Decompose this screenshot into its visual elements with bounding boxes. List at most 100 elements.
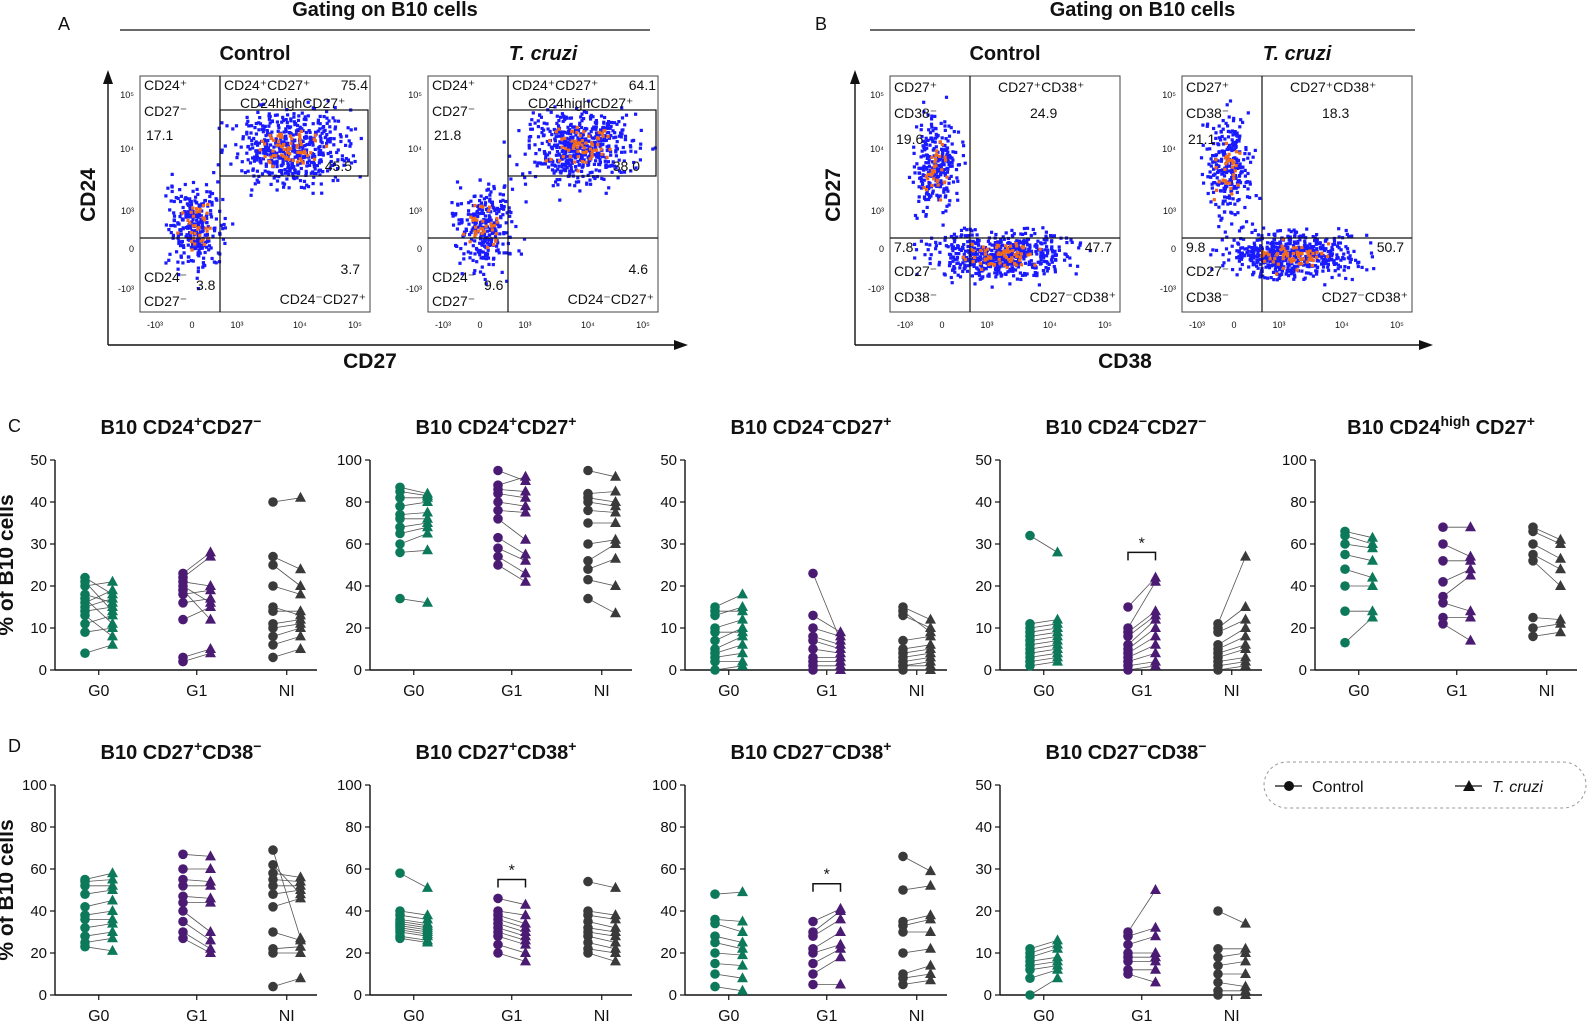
event-dot-dense	[1228, 181, 1232, 185]
event-dot	[949, 160, 953, 164]
pair-line	[1442, 623, 1471, 641]
y-tick-label: 0	[984, 662, 992, 679]
event-dot-dense	[1008, 244, 1013, 248]
event-dot	[1228, 99, 1233, 103]
y-tick-label: 100	[22, 777, 47, 794]
event-dot-dense	[1238, 151, 1242, 155]
event-dot	[925, 205, 929, 209]
event-dot-dense	[1325, 254, 1330, 258]
event-dot	[952, 130, 956, 134]
event-dot	[638, 146, 642, 150]
event-dot	[1003, 260, 1007, 264]
event-dot	[1292, 269, 1296, 273]
title-sup: +	[509, 413, 517, 429]
event-dot	[543, 151, 547, 155]
event-dot	[994, 261, 998, 265]
event-dot	[593, 141, 597, 146]
event-dot	[922, 168, 926, 172]
event-dot-dense	[1217, 180, 1221, 184]
gate-value: 4.6	[629, 261, 649, 277]
event-dot	[609, 125, 613, 129]
event-dot	[1274, 245, 1278, 249]
gate-value: 21.8	[434, 127, 461, 143]
x-tick-label: 10³	[1272, 320, 1285, 330]
event-dot-dense	[1002, 249, 1006, 253]
x-tick-label: G1	[1446, 683, 1467, 700]
event-dot	[1313, 239, 1317, 243]
event-dot	[939, 121, 943, 125]
event-dot	[335, 150, 339, 155]
event-dot	[1278, 258, 1282, 262]
control-point	[178, 874, 188, 885]
tcruzi-point	[1150, 963, 1161, 974]
event-dot-dense	[205, 211, 209, 215]
x-tick-label: NI	[594, 1008, 610, 1023]
tcruzi-point	[1052, 546, 1063, 557]
event-dot	[256, 143, 260, 147]
event-dot	[1223, 189, 1227, 193]
tcruzi-point	[205, 863, 216, 873]
event-dot	[1284, 272, 1288, 276]
x-tick-label: G0	[718, 683, 739, 700]
event-dot	[1314, 242, 1318, 246]
control-point	[493, 505, 503, 516]
event-dot-dense	[557, 127, 561, 131]
event-dot	[589, 113, 593, 117]
pair-line	[902, 856, 931, 872]
event-dot	[1243, 247, 1247, 251]
event-dot-dense	[560, 145, 564, 149]
event-dot-dense	[981, 245, 986, 249]
pair-line	[812, 908, 841, 922]
event-dot	[1239, 166, 1243, 170]
event-dot	[915, 272, 919, 277]
event-dot	[957, 252, 961, 256]
event-dot	[284, 129, 288, 134]
event-dot	[568, 172, 572, 176]
event-dot	[1235, 249, 1239, 253]
event-dot	[1247, 265, 1251, 269]
title-mid: CD27	[1470, 417, 1527, 439]
event-dot	[951, 158, 955, 162]
event-dot	[1228, 196, 1232, 200]
control-point	[268, 860, 278, 870]
event-dot	[536, 161, 540, 165]
event-dot	[580, 119, 584, 123]
event-dot	[950, 281, 954, 285]
significance-star: *	[1139, 535, 1145, 552]
y-tick-label: 0	[354, 987, 362, 1004]
event-dot	[463, 230, 467, 234]
event-dot-dense	[590, 154, 594, 158]
event-dot	[1209, 157, 1213, 161]
event-dot	[217, 126, 221, 130]
event-dot	[220, 121, 224, 125]
event-dot	[1321, 269, 1325, 273]
event-dot	[517, 129, 521, 133]
event-dot	[993, 271, 997, 275]
event-dot	[460, 272, 464, 276]
control-point	[395, 868, 405, 878]
title-sup: +	[883, 413, 891, 429]
event-dot	[269, 143, 273, 147]
title-sup: −	[1198, 738, 1206, 754]
event-dot	[489, 239, 493, 243]
title-mid: CD38	[202, 742, 253, 764]
event-dot	[932, 154, 936, 158]
tcruzi-point	[1052, 613, 1063, 624]
event-dot	[1023, 231, 1028, 235]
event-dot	[553, 139, 557, 143]
event-dot	[603, 159, 607, 163]
event-dot	[956, 198, 960, 202]
y-axis-arrow	[103, 70, 113, 84]
event-dot	[450, 211, 454, 215]
event-dot	[179, 229, 183, 233]
event-dot	[623, 123, 627, 127]
event-dot	[482, 238, 486, 242]
event-dot-dense	[202, 242, 206, 247]
event-dot	[616, 176, 620, 180]
event-dot	[221, 197, 225, 202]
control-point	[710, 602, 720, 612]
event-dot	[487, 238, 492, 242]
event-dot	[1256, 233, 1260, 237]
event-dot	[573, 154, 577, 158]
